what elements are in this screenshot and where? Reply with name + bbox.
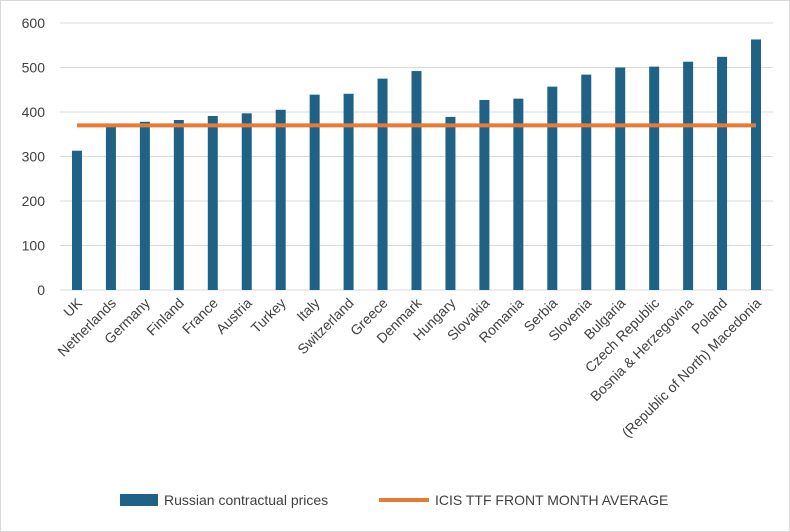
legend-label-bar: Russian contractual prices xyxy=(164,492,328,508)
legend: Russian contractual prices ICIS TTF FRON… xyxy=(120,492,668,508)
y-tick-label: 100 xyxy=(22,238,46,254)
y-tick-label: 300 xyxy=(22,149,46,165)
y-tick-label: 500 xyxy=(22,60,46,76)
x-category-label: Italy xyxy=(293,295,322,324)
bar xyxy=(207,116,218,290)
bar xyxy=(479,99,490,290)
bar xyxy=(615,67,626,290)
bar xyxy=(377,78,388,290)
bar xyxy=(71,150,82,290)
bar xyxy=(445,116,456,291)
y-axis-tick-labels: 0 100 200 300 400 500 600 xyxy=(22,15,46,298)
bar xyxy=(105,124,116,291)
bar xyxy=(649,66,660,290)
bar xyxy=(343,93,354,290)
legend-swatch-bar xyxy=(120,494,158,506)
bar xyxy=(173,120,184,290)
bar xyxy=(717,56,728,290)
y-tick-label: 400 xyxy=(22,104,46,120)
bars xyxy=(71,39,762,291)
bar xyxy=(683,61,694,291)
x-category-label: Austria xyxy=(213,295,255,337)
bar xyxy=(547,86,558,290)
bar xyxy=(139,121,150,290)
legend-label-line: ICIS TTF FRONT MONTH AVERAGE xyxy=(435,492,668,508)
y-tick-label: 200 xyxy=(22,193,46,209)
bar xyxy=(275,109,286,291)
x-category-label: UK xyxy=(60,294,86,320)
y-tick-label: 600 xyxy=(22,15,46,31)
x-category-label: Turkey xyxy=(248,295,289,336)
x-category-label: Finland xyxy=(143,295,187,339)
bar xyxy=(751,39,762,291)
bar xyxy=(581,74,592,291)
bar xyxy=(241,113,252,291)
y-tick-label: 0 xyxy=(37,282,45,298)
bar xyxy=(309,94,320,291)
bar xyxy=(411,71,422,290)
bar xyxy=(513,98,524,291)
x-axis-category-labels: UKNetherlandsGermanyFinlandFranceAustria… xyxy=(54,294,764,440)
x-category-label: France xyxy=(179,295,221,337)
